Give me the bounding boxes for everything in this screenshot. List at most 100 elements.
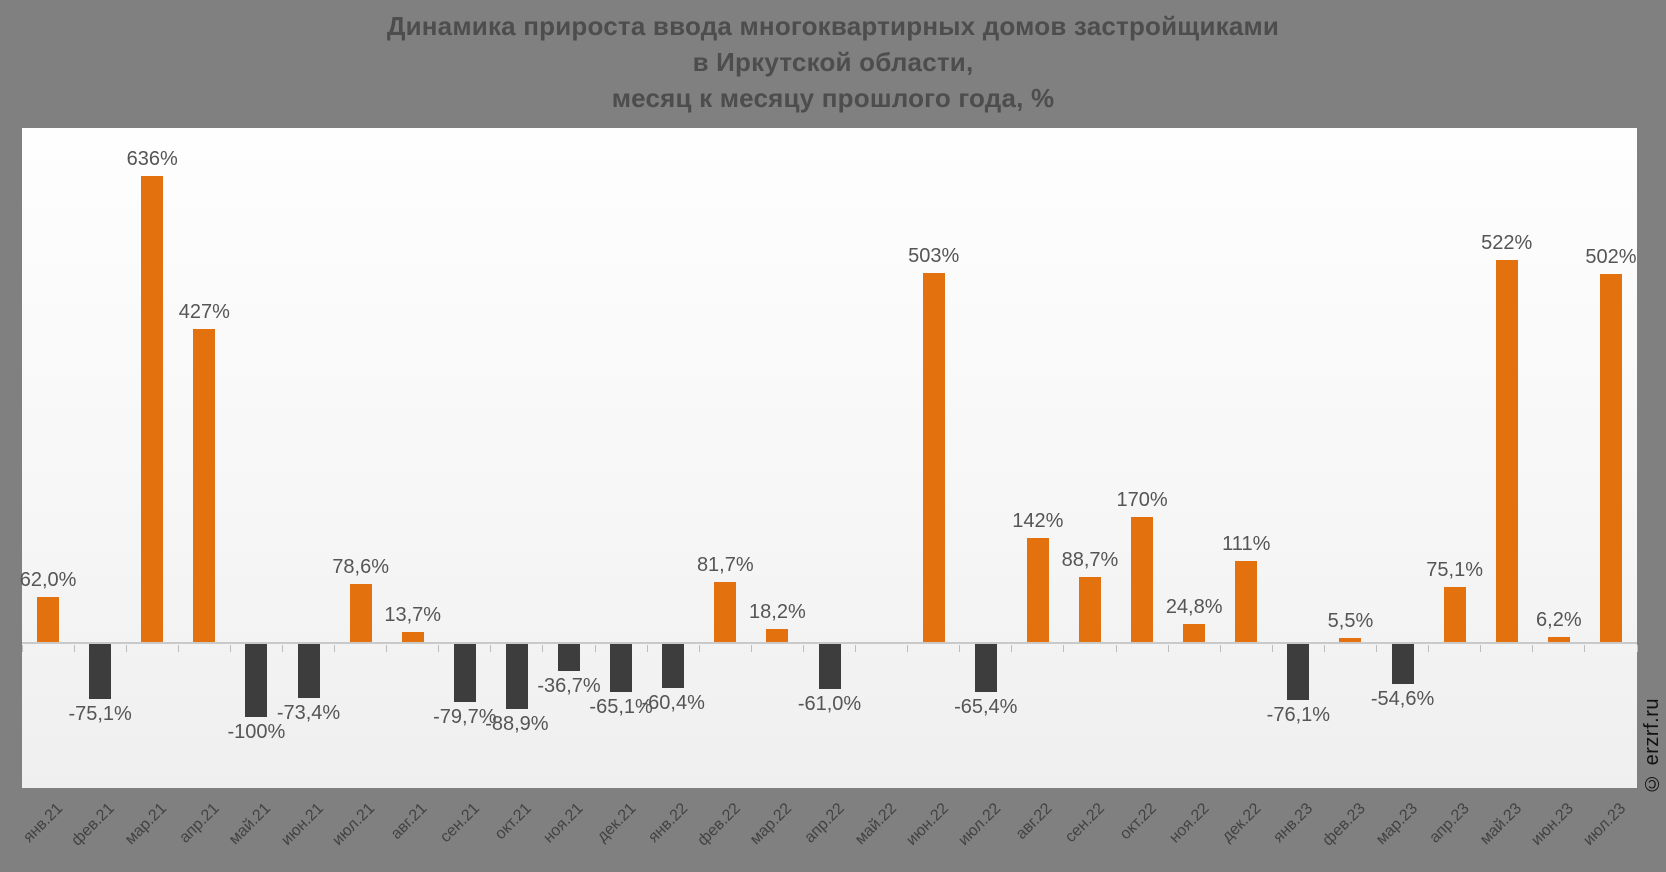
x-axis-label: мар.22 <box>747 800 796 849</box>
bar-value-label: -75,1% <box>68 703 132 726</box>
x-axis-label: май.23 <box>1476 800 1525 849</box>
x-axis-label: июл.23 <box>1580 800 1629 849</box>
x-axis-label: июл.22 <box>954 800 1004 849</box>
axis-tick <box>125 645 127 652</box>
axis-tick <box>802 645 804 652</box>
bar-авг.22 <box>1026 537 1049 642</box>
bar-дек.22 <box>1235 560 1258 642</box>
bar-value-label: 78,6% <box>332 556 389 579</box>
axis-tick <box>750 645 752 652</box>
bar-янв.23 <box>1287 644 1310 700</box>
bar-янв.21 <box>37 596 60 642</box>
bar-value-label: -65,4% <box>954 695 1018 718</box>
axis-tick <box>1480 645 1482 652</box>
x-axis-label: июл.21 <box>329 800 379 849</box>
bar-value-label: 503% <box>908 245 960 268</box>
bar-value-label: -79,7% <box>433 706 497 729</box>
bar-ноя.21 <box>558 644 581 671</box>
x-axis-label: сен.22 <box>1062 800 1109 846</box>
axis-tick <box>594 645 596 652</box>
axis-tick <box>1584 645 1586 652</box>
bar-окт.22 <box>1131 517 1154 642</box>
bar-апр.21 <box>193 329 216 642</box>
bar-value-label: -65,1% <box>589 695 653 718</box>
x-axis-label: июн.23 <box>1528 800 1577 849</box>
bar-value-label: 111% <box>1222 532 1271 555</box>
bar-value-label: -60,4% <box>641 692 705 715</box>
bar-апр.22 <box>818 644 841 689</box>
bar-value-label: -61,0% <box>797 692 862 715</box>
bar-фев.21 <box>89 644 112 700</box>
watermark: © erzrf.ru <box>1641 698 1663 794</box>
plot-area: 62,0% -75,1% 636% 427% -100% -73,4% 78,6% 13,7%… <box>20 128 1638 788</box>
bar-value-label: -54,6% <box>1370 688 1435 710</box>
axis-tick <box>1376 645 1378 652</box>
bar-фев.22 <box>714 582 737 642</box>
axis-tick <box>855 645 857 652</box>
bar-value-label: -76,1% <box>1266 703 1331 726</box>
axis-tick <box>177 645 179 652</box>
x-axis-label: ноя.22 <box>1165 800 1213 847</box>
bar-июн.23 <box>1547 637 1570 642</box>
chart-title-line-2: в Иркутской области, <box>692 47 974 77</box>
chart-title: Динамика прироста ввода многоквартирных … <box>0 8 1666 116</box>
bar-value-label: 502% <box>1585 246 1637 269</box>
bar-value-label: 75,1% <box>1426 558 1484 581</box>
bar-value-label: -73,4% <box>276 701 341 724</box>
axis-tick <box>1115 645 1117 652</box>
bar-value-label: 5,5% <box>1327 609 1374 632</box>
bar-value-label: -36,7% <box>537 674 601 697</box>
axis-tick <box>1063 645 1065 652</box>
x-axis-label: май.22 <box>851 800 900 849</box>
bar-value-label: 636% <box>126 148 178 170</box>
axis-tick <box>386 645 388 652</box>
x-axis-label: май.21 <box>226 800 275 849</box>
axis-tick <box>907 645 909 652</box>
x-axis-label: авг.21 <box>387 800 431 843</box>
bar-value-label: 24,8% <box>1165 595 1223 618</box>
bar-value-label: 142% <box>1012 509 1064 532</box>
x-axis-label: апр.23 <box>1426 800 1473 847</box>
axis-tick <box>1428 645 1430 652</box>
x-axis-line <box>22 642 1637 644</box>
axis-tick <box>1271 645 1273 652</box>
axis-tick <box>1167 645 1169 652</box>
bar-value-label: -100% <box>227 721 286 744</box>
x-axis-label: дек.22 <box>1218 800 1265 846</box>
bar-сен.21 <box>453 644 476 703</box>
axis-tick <box>698 645 700 652</box>
axis-tick <box>959 645 961 652</box>
bar-апр.23 <box>1443 586 1466 642</box>
axis-tick <box>73 645 75 652</box>
axis-tick <box>646 645 648 652</box>
axis-tick <box>1323 645 1325 652</box>
bar-июн.21 <box>297 644 320 698</box>
axis-tick <box>229 645 231 652</box>
bar-фев.23 <box>1339 637 1362 642</box>
x-axis-label: апр.21 <box>175 800 223 847</box>
bar-сен.22 <box>1078 577 1101 642</box>
x-axis-label: сен.21 <box>436 800 483 846</box>
bar-окт.21 <box>505 644 528 710</box>
bar-мар.21 <box>141 176 164 642</box>
axis-tick <box>21 645 23 652</box>
axis-tick <box>542 645 544 652</box>
bar-value-label: 88,7% <box>1061 549 1119 571</box>
bar-июл.21 <box>349 584 372 642</box>
x-axis-label: мар.21 <box>122 800 171 849</box>
axis-tick <box>1219 645 1221 652</box>
axis-tick <box>438 645 440 652</box>
bar-value-label: -88,9% <box>485 713 549 736</box>
bar-июл.23 <box>1599 274 1622 642</box>
bar-май.21 <box>245 644 268 718</box>
bar-мар.23 <box>1391 644 1414 684</box>
x-axis-label: ноя.21 <box>540 800 588 847</box>
x-axis-label: дек.21 <box>593 800 640 846</box>
bar-value-label: 170% <box>1116 489 1168 512</box>
x-axis-label: фев.22 <box>693 800 744 850</box>
bar-май.23 <box>1495 259 1518 642</box>
chart-title-line-3: месяц к месяцу прошлого года, % <box>611 83 1055 113</box>
chart-title-line-1: Динамика прироста ввода многоквартирных … <box>386 11 1280 41</box>
axis-tick <box>490 645 492 652</box>
bar-июл.22 <box>974 644 997 692</box>
